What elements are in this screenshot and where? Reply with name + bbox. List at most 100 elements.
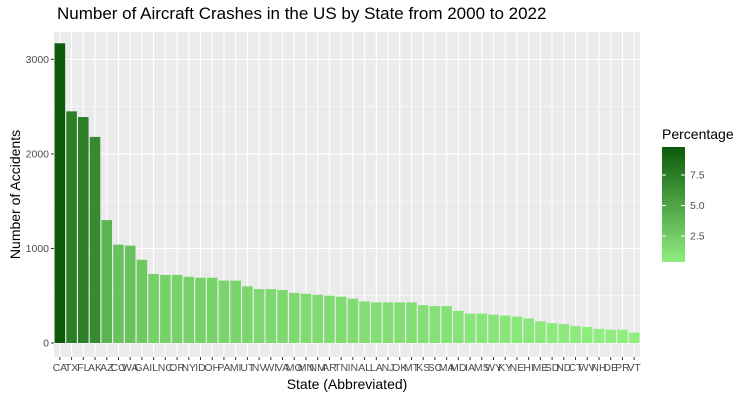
bar-WI [265, 289, 277, 343]
x-tick-label: GA [134, 362, 149, 374]
x-tick-label: UT [240, 362, 255, 374]
x-tick-label: WI [264, 362, 277, 374]
bar-NJ [382, 302, 394, 343]
y-tick-label: 1000 [26, 243, 50, 255]
bar-VA [277, 290, 288, 343]
y-tick-label: 2000 [26, 148, 50, 160]
x-tick-label: IL [149, 362, 158, 374]
bar-NM [312, 294, 323, 343]
bar-NV [253, 289, 265, 343]
bar-IL [148, 273, 159, 343]
x-tick-label: IA [465, 362, 475, 374]
bar-MN [300, 293, 312, 343]
bar-CA [54, 43, 66, 344]
x-tick-label: DE [603, 362, 618, 374]
x-tick-label: CO [111, 362, 127, 374]
x-tick-label: MN [298, 362, 314, 374]
x-tick-label: MT [404, 362, 420, 374]
bar-NE [511, 316, 523, 343]
x-tick-label: TN [334, 362, 348, 374]
x-tick-label: NH [591, 362, 606, 374]
bar-FL [78, 117, 89, 343]
legend: Percentage 2.5 5.0 7.5 [662, 126, 734, 262]
bar-UT [242, 286, 253, 343]
bar-NC [160, 274, 171, 343]
bar-ME [535, 321, 546, 343]
legend-tick-label: 5.0 [690, 200, 705, 212]
legend-tick-label: 2.5 [690, 231, 705, 243]
y-tick-label: 3000 [26, 54, 50, 66]
bar-CT [570, 325, 581, 343]
x-tick-label: MD [450, 362, 467, 374]
x-tick-label: NE [510, 362, 525, 374]
bar-MD [453, 310, 464, 343]
y-axis-title: Number of Accidents [7, 130, 23, 259]
bar-NH [593, 328, 605, 343]
bar-WV [581, 326, 593, 343]
x-tick-label: HI [523, 362, 534, 374]
x-axis-title: State (Abbreviated) [287, 376, 408, 392]
bar-SC [429, 306, 441, 343]
bar-TX [66, 111, 77, 343]
bar-MA [441, 306, 452, 343]
legend-title: Percentage [662, 126, 734, 142]
x-tick-label: WV [579, 362, 596, 374]
bar-DE [605, 329, 616, 343]
bar-AZ [101, 220, 113, 343]
bar-WY [488, 314, 499, 343]
x-tick-label: ID [195, 362, 206, 374]
x-tick-label: FL [77, 362, 89, 374]
bar-AR [324, 295, 335, 343]
x-tick-label: OK [392, 362, 407, 374]
y-tick-label: 0 [43, 338, 49, 350]
x-tick-label: PR [615, 362, 630, 374]
chart-title: Number of Aircraft Crashes in the US by … [57, 4, 547, 23]
bar-ID [195, 277, 206, 343]
bar-OH [206, 277, 218, 343]
bar-KY [499, 315, 511, 343]
bar-MT [406, 302, 417, 343]
legend-colorbar [662, 147, 685, 262]
x-tick-label: CA [53, 362, 68, 374]
bar-GA [136, 259, 148, 343]
x-tick-label: VT [627, 362, 641, 374]
x-tick-label: SC [428, 362, 443, 374]
bar-VT [628, 332, 640, 343]
bar-KS [417, 305, 429, 343]
x-tick-label: OH [204, 362, 220, 374]
x-tick-label: OR [169, 362, 185, 374]
bar-PA [218, 280, 230, 343]
bars [54, 43, 640, 344]
x-tick-label: LA [370, 362, 383, 374]
x-tick-label: TX [65, 362, 78, 374]
bar-PR [617, 329, 628, 343]
bar-HI [523, 318, 534, 343]
x-tick-label: WA [122, 362, 139, 374]
x-tick-label: KS [416, 362, 430, 374]
x-tick-label: KY [498, 362, 512, 374]
bar-MO [288, 292, 300, 343]
x-tick-label: AK [88, 362, 102, 374]
bar-TN [335, 296, 347, 343]
bar-IN [347, 298, 359, 343]
x-tick-label: ND [556, 362, 572, 374]
x-tick-label: IN [348, 362, 359, 374]
bar-ND [558, 324, 570, 343]
x-tick-label: MI [230, 362, 242, 374]
bar-NY [183, 276, 195, 343]
x-tick-label: AL [358, 362, 371, 374]
bar-LA [371, 302, 382, 343]
bar-MI [230, 280, 241, 343]
bar-SD [546, 323, 558, 343]
x-tick-label: ME [533, 362, 549, 374]
bar-AK [89, 136, 101, 343]
x-tick-label: NM [310, 362, 326, 374]
x-tick-label: SD [545, 362, 560, 374]
x-tick-label: NV [252, 362, 267, 374]
x-tick-label: MS [474, 362, 490, 374]
x-tick-label: MO [286, 362, 303, 374]
bar-CO [113, 244, 124, 343]
x-tick-label: NJ [382, 362, 395, 374]
